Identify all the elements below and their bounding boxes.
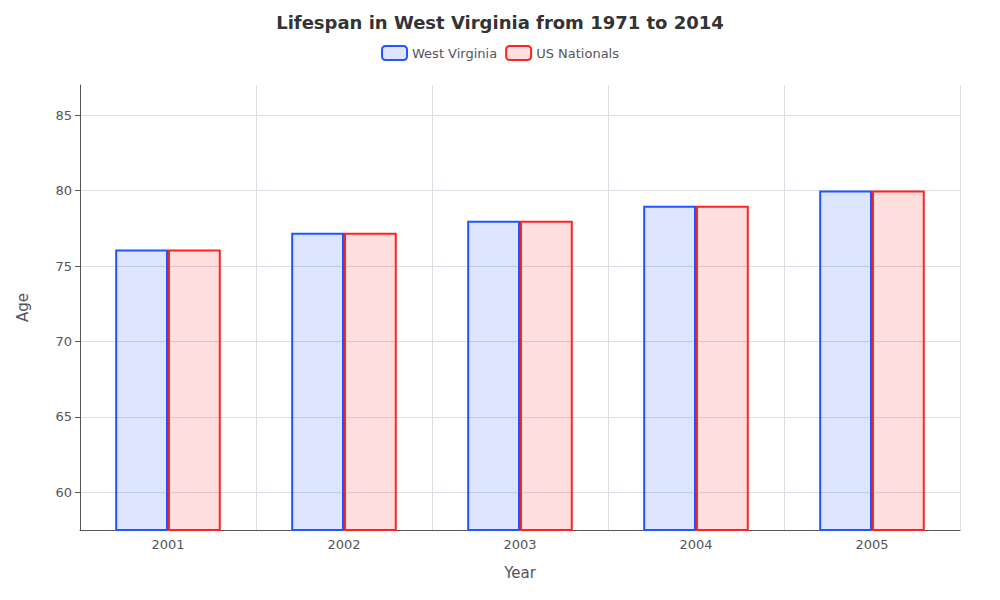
svg-text:2002: 2002 <box>327 537 360 552</box>
svg-text:US Nationals: US Nationals <box>536 46 619 61</box>
svg-text:70: 70 <box>55 334 72 349</box>
svg-text:85: 85 <box>55 108 72 123</box>
svg-text:2004: 2004 <box>679 537 712 552</box>
svg-text:2001: 2001 <box>151 537 184 552</box>
svg-text:2003: 2003 <box>503 537 536 552</box>
svg-text:Lifespan in West Virginia from: Lifespan in West Virginia from 1971 to 2… <box>276 12 724 33</box>
svg-text:Year: Year <box>503 564 537 582</box>
svg-text:80: 80 <box>55 183 72 198</box>
svg-text:2005: 2005 <box>855 537 888 552</box>
svg-text:65: 65 <box>55 409 72 424</box>
svg-text:75: 75 <box>55 259 72 274</box>
svg-text:60: 60 <box>55 485 72 500</box>
svg-text:West Virginia: West Virginia <box>412 46 497 61</box>
svg-text:Age: Age <box>14 293 32 322</box>
